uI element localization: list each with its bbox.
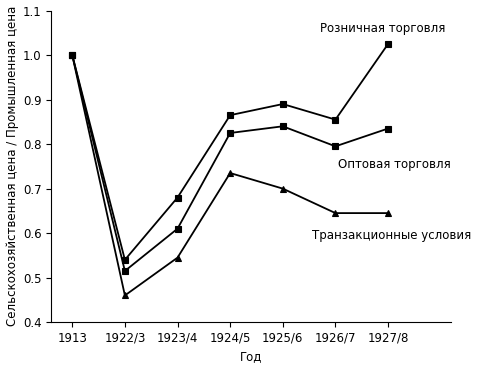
Y-axis label: Сельскохозяйственная цена / Промышленная цена: Сельскохозяйственная цена / Промышленная…: [5, 6, 18, 327]
X-axis label: Год: Год: [240, 351, 262, 363]
Text: Розничная торговля: Розничная торговля: [319, 22, 444, 35]
Text: Оптовая торговля: Оптовая торговля: [337, 158, 450, 170]
Text: Транзакционные условия: Транзакционные условия: [311, 229, 470, 242]
